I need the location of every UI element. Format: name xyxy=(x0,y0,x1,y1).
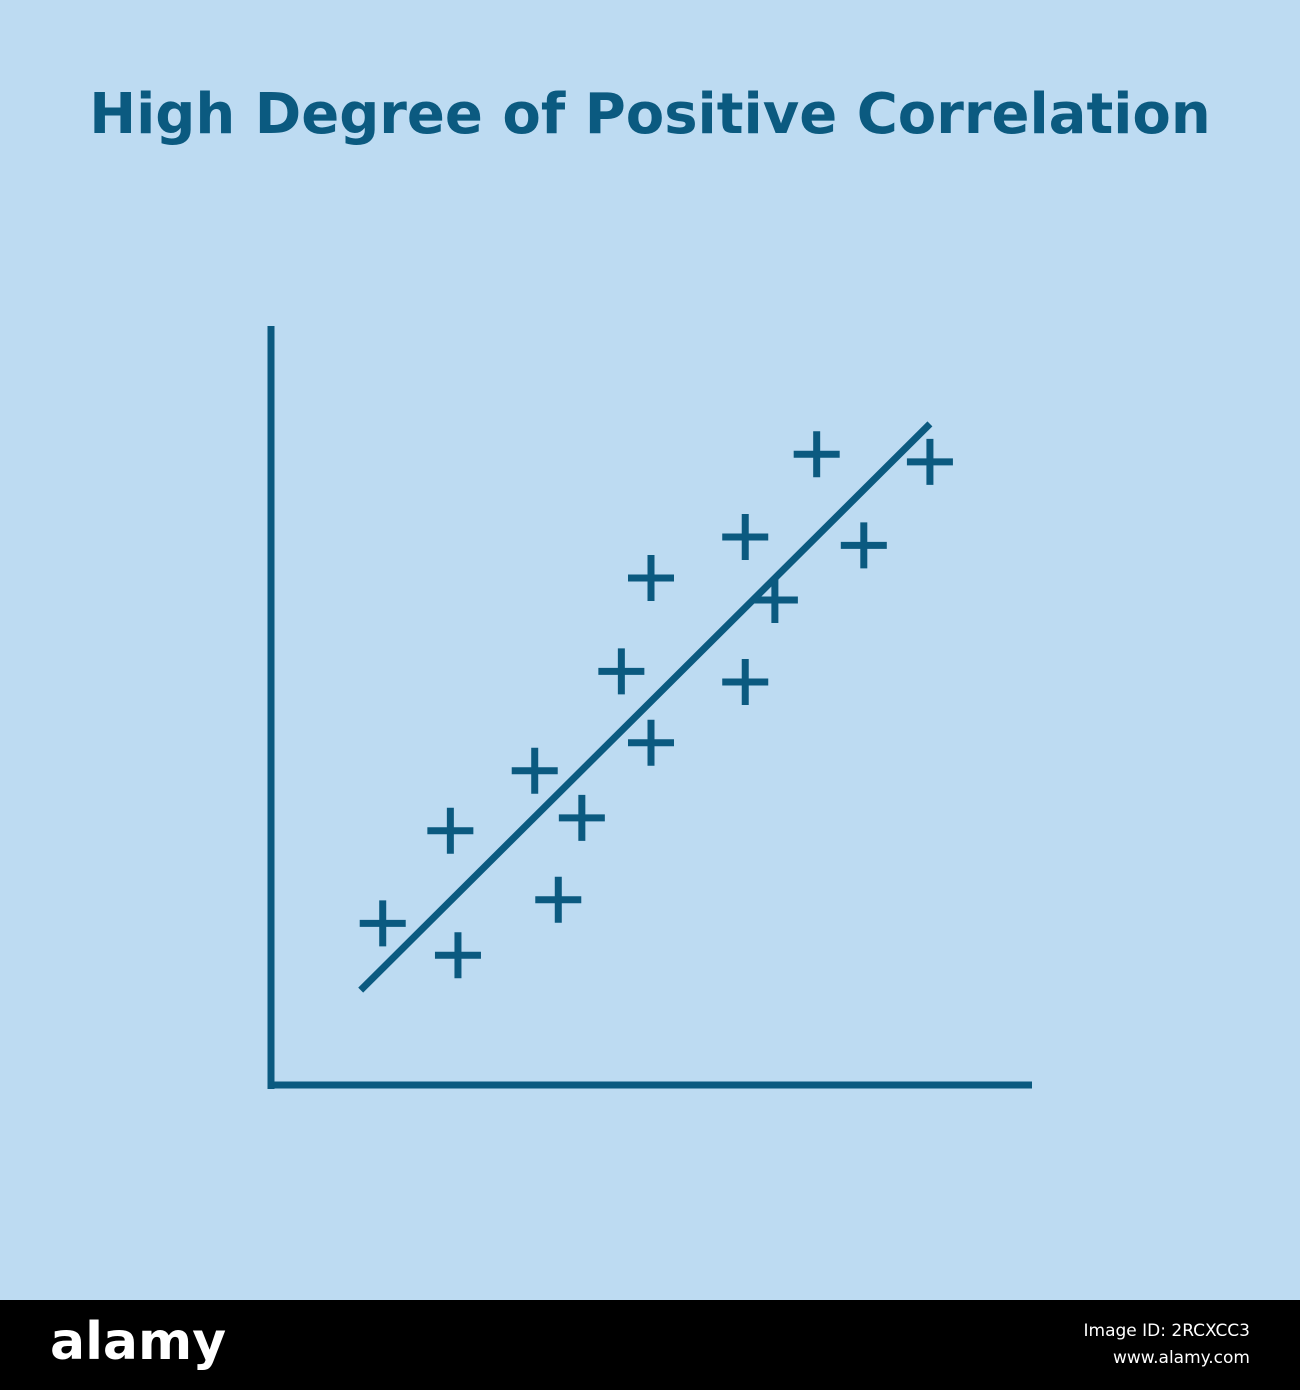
point-marker xyxy=(434,932,481,979)
point-marker xyxy=(751,576,798,623)
footer-url: www.alamy.com xyxy=(1113,1348,1250,1368)
point-marker xyxy=(558,794,605,841)
point-marker xyxy=(628,719,674,766)
footer-bar xyxy=(0,1300,1300,1390)
point-marker xyxy=(906,438,953,485)
background xyxy=(0,0,1300,1300)
point-marker xyxy=(359,900,406,947)
point-marker xyxy=(722,658,769,705)
point-marker xyxy=(427,807,474,854)
point-marker xyxy=(628,554,674,601)
point-marker xyxy=(722,514,769,561)
footer-image-id: Image ID: 2RCXCC3 xyxy=(1084,1321,1251,1341)
footer-brand: alamy xyxy=(50,1312,226,1372)
point-marker xyxy=(840,522,887,569)
point-marker xyxy=(793,431,840,478)
point-marker xyxy=(535,876,582,923)
chart-title: High Degree of Positive Correlation xyxy=(89,82,1211,147)
point-marker xyxy=(598,648,645,695)
point-marker xyxy=(511,747,558,794)
trend-line xyxy=(358,421,933,993)
